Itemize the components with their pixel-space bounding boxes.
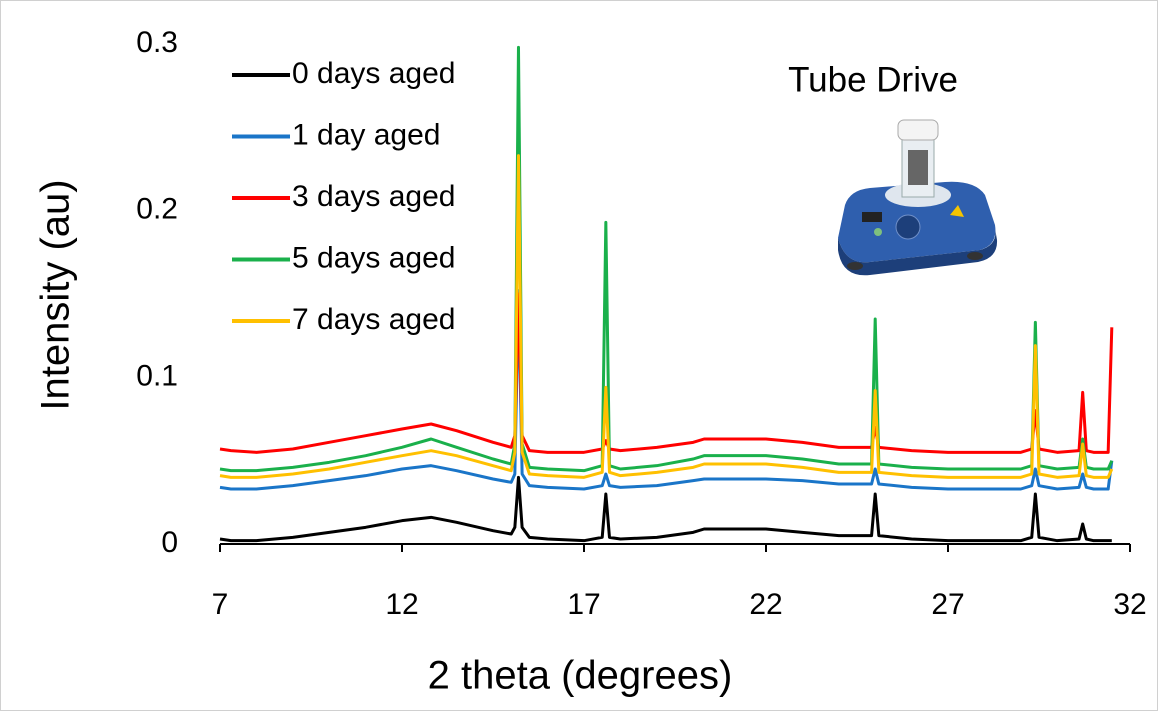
legend-label: 1 day aged (292, 118, 440, 151)
x-tick-label: 17 (567, 588, 600, 621)
x-tick-label: 7 (212, 588, 229, 621)
y-tick-label: 0.1 (136, 359, 178, 392)
annotation: Tube Drive (788, 60, 958, 99)
x-tick-label: 12 (385, 588, 418, 621)
legend-label: 0 days aged (292, 57, 455, 90)
y-axis-title: Intensity (au) (34, 179, 78, 410)
x-tick-label: 32 (1113, 588, 1146, 621)
x-tick-label: 27 (931, 588, 964, 621)
y-tick-label: 0 (161, 526, 178, 559)
x-tick-label: 22 (749, 588, 782, 621)
series-line (219, 289, 1114, 491)
legend-label: 5 days aged (292, 241, 455, 274)
y-tick-label: 0.3 (136, 26, 178, 59)
device-photo (825, 110, 1005, 290)
legend-label: 3 days aged (292, 180, 455, 213)
series-line (219, 154, 1114, 479)
y-tick-label: 0.2 (136, 193, 178, 226)
legend-label: 7 days aged (292, 303, 455, 336)
x-axis-title: 2 theta (degrees) (428, 654, 733, 698)
series-line (219, 475, 1112, 543)
